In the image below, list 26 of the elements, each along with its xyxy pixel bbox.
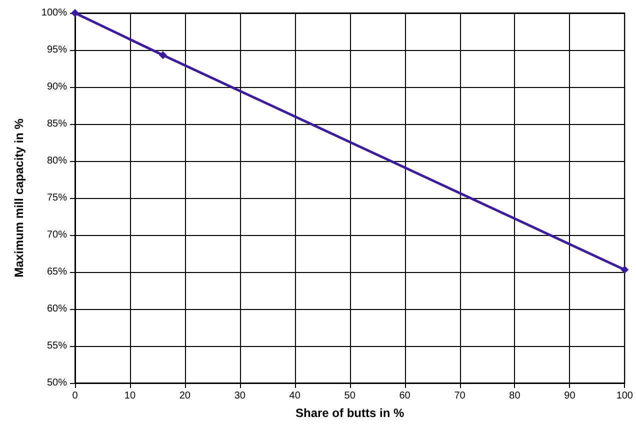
point bbox=[620, 266, 629, 274]
y-tick-label: 55% bbox=[46, 340, 68, 352]
point bbox=[158, 51, 167, 60]
x-tick-label: 20 bbox=[179, 390, 191, 402]
y-tick-label: 85% bbox=[46, 118, 68, 130]
x-tick-label: 30 bbox=[234, 390, 246, 402]
y-tick-label: 80% bbox=[46, 156, 68, 166]
y-tick-label: 65% bbox=[46, 266, 68, 278]
x-tick-label: 70 bbox=[454, 390, 466, 402]
x-tick-label: 80 bbox=[509, 390, 521, 402]
x-tick-label: 40 bbox=[289, 390, 301, 402]
y-tick-label: 50% bbox=[46, 378, 68, 388]
x-axis-title: Share of butts in % bbox=[295, 406, 404, 420]
x-tick-label: 60 bbox=[399, 390, 411, 402]
y-axis-title: Maximum mill capacity in % bbox=[12, 118, 26, 278]
y-tick-label: 100% bbox=[41, 8, 68, 18]
x-tick-label: 10 bbox=[124, 390, 136, 402]
y-tick-label: 90% bbox=[46, 82, 68, 92]
x-tick-label: 50 bbox=[344, 390, 356, 402]
x-tick-label: 100 bbox=[616, 390, 634, 402]
y-tick-label: 60% bbox=[46, 304, 68, 314]
y-tick-label: 70% bbox=[46, 230, 68, 240]
y-tick-label: 75% bbox=[46, 192, 68, 204]
y-tick-label: 95% bbox=[46, 44, 68, 56]
x-tick-label: 0 bbox=[72, 390, 78, 402]
x-tick-label: 90 bbox=[564, 390, 576, 402]
